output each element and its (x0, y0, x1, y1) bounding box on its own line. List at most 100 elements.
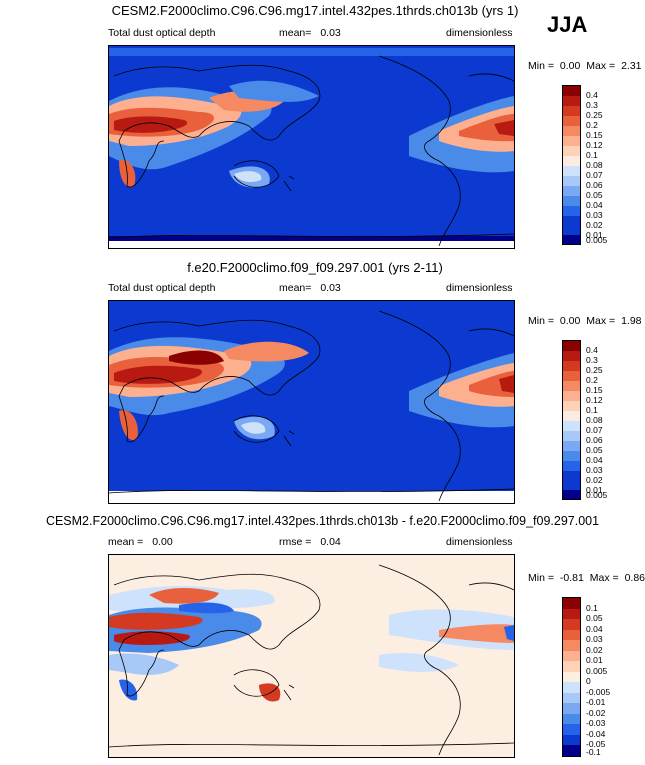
mean-label: mean = (108, 536, 144, 548)
panel-title: CESM2.F2000climo.C96.C96.mg17.intel.432p… (111, 3, 519, 18)
colorbar-swatch (563, 96, 580, 106)
panel-observation: f.e20.F2000climo.f09_f09.297.001 (yrs 2-… (0, 255, 645, 505)
units-label: dimensionless (446, 536, 513, 548)
tick-label: 0.1 (586, 150, 598, 160)
colorbar-swatch (563, 431, 580, 441)
colorbar-swatch (563, 126, 580, 136)
tick-label: -0.03 (586, 718, 606, 728)
tick-label: 0.1 (586, 603, 598, 613)
tick-label: 0.4 (586, 90, 598, 100)
tick-label: 0.02 (586, 475, 603, 485)
tick-label: 0.04 (586, 200, 603, 210)
season-label: JJA (547, 12, 588, 37)
colorbar-swatch (563, 490, 580, 499)
field-label: Total dust optical depth (108, 282, 216, 294)
rmse-value: 0.04 (320, 536, 341, 548)
tick-label: -0.01 (586, 697, 606, 707)
colorbar-swatch (563, 671, 580, 682)
tick-label: 0.08 (586, 415, 603, 425)
tick-label: 0.4 (586, 345, 598, 355)
colorbar-swatch (563, 186, 580, 196)
colorbar-swatch (563, 661, 580, 672)
colorbar (562, 597, 581, 757)
colorbar-swatch (563, 441, 580, 451)
colorbar-swatch (563, 608, 580, 619)
tick-label: 0.12 (586, 395, 603, 405)
colorbar-swatch (563, 682, 580, 693)
tick-label: 0.01 (586, 485, 603, 495)
colorbar (562, 85, 581, 245)
min-max: Min = 0.00 Max = 2.31 (528, 60, 642, 72)
colorbar-swatch (563, 401, 580, 411)
tick-label: 0.03 (586, 465, 603, 475)
colorbar-swatch (563, 692, 580, 703)
dust-map (108, 45, 515, 249)
min-value: -0.81 (559, 572, 584, 584)
colorbar-swatch (563, 381, 580, 391)
tick-label: 0.25 (586, 110, 603, 120)
colorbar-swatch (563, 745, 580, 756)
tick-label: 0.07 (586, 425, 603, 435)
max-label: Max = (589, 572, 619, 584)
tick-label: 0.005 (586, 490, 608, 500)
tick-label: 0.12 (586, 140, 603, 150)
mean-stat: mean = 0.00 (108, 536, 173, 548)
colorbar-swatch (563, 481, 580, 490)
colorbar-swatch (563, 116, 580, 126)
max-value: 0.86 (624, 572, 645, 584)
tick-label: 0.3 (586, 100, 598, 110)
colorbar-swatch (563, 196, 580, 206)
difference-map (108, 554, 515, 758)
colorbar-swatch (563, 703, 580, 714)
colorbar-swatch (563, 146, 580, 156)
colorbar-swatch (563, 421, 580, 431)
colorbar-swatch (563, 235, 580, 244)
rmse-stat: rmse = 0.04 (279, 536, 341, 548)
mean-stat: mean= 0.03 (279, 282, 341, 294)
mean-value: 0.00 (152, 536, 173, 548)
max-value: 2.31 (621, 60, 642, 72)
tick-label: 0.01 (586, 655, 603, 665)
rmse-label: rmse = (279, 536, 312, 548)
tick-label: 0.07 (586, 170, 603, 180)
panel-title: CESM2.F2000climo.C96.C96.mg17.intel.432p… (45, 514, 600, 528)
tick-label: 0.05 (586, 190, 603, 200)
colorbar-swatch (563, 713, 580, 724)
tick-label: 0.03 (586, 634, 603, 644)
colorbar-swatch (563, 650, 580, 661)
tick-label: 0.2 (586, 120, 598, 130)
tick-label: 0.04 (586, 455, 603, 465)
tick-label: -0.005 (586, 687, 611, 697)
min-max: Min = -0.81 Max = 0.86 (528, 572, 645, 584)
colorbar-swatch (563, 411, 580, 421)
tick-label: 0.005 (586, 666, 608, 676)
colorbar-swatch (563, 724, 580, 735)
colorbar-swatch (563, 598, 580, 609)
min-label: Min = (528, 60, 554, 72)
tick-label: 0.3 (586, 355, 598, 365)
tick-label: -0.1 (586, 747, 601, 757)
colorbar-swatch (563, 371, 580, 381)
colorbar-swatch (563, 471, 580, 481)
colorbar-swatch (563, 176, 580, 186)
colorbar-swatch (563, 136, 580, 146)
colorbar-swatch (563, 629, 580, 640)
min-label: Min = (528, 572, 554, 584)
mean-label: mean= (279, 27, 312, 39)
panel-difference: CESM2.F2000climo.C96.C96.mg17.intel.432p… (0, 505, 645, 765)
tick-label: 0.1 (586, 405, 598, 415)
tick-label: 0.05 (586, 445, 603, 455)
colorbar-swatch (563, 341, 580, 351)
colorbar-swatch (563, 351, 580, 361)
colorbar-swatch (563, 216, 580, 226)
tick-label: 0 (586, 676, 591, 686)
tick-label: -0.02 (586, 708, 606, 718)
colorbar-swatch (563, 226, 580, 235)
colorbar-swatch (563, 361, 580, 371)
dust-map (108, 300, 515, 504)
panel-model: CESM2.F2000climo.C96.C96.mg17.intel.432p… (0, 0, 645, 255)
tick-label: 0.08 (586, 160, 603, 170)
mean-value: 0.03 (320, 282, 341, 294)
colorbar-swatch (563, 734, 580, 745)
colorbar-swatch (563, 451, 580, 461)
